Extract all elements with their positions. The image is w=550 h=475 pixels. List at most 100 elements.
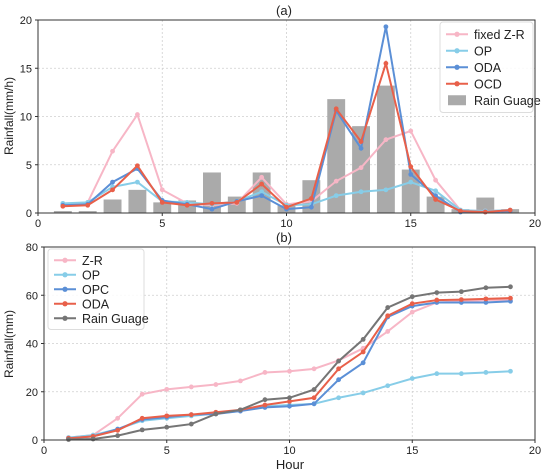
legend-label-op: OP [82, 268, 100, 282]
series-point-op [385, 383, 391, 389]
series-point-ocd [259, 181, 265, 187]
series-point-rain-guage [311, 387, 317, 392]
y-tick-label: 60 [26, 290, 38, 302]
legend-label-rain-guage: Rain Guage [474, 94, 541, 108]
series-point-oda [434, 297, 440, 303]
series-point-fixed-z-r [135, 112, 140, 117]
series-point-z-r [238, 378, 243, 384]
legend-label-ocd: OCD [474, 77, 502, 91]
legend-label-opc: OPC [82, 283, 109, 297]
rain-gauge-bar [53, 211, 72, 213]
series-point-fixed-z-r [259, 174, 265, 180]
panel-a-label: (a) [276, 3, 292, 18]
series-point-oda [209, 206, 215, 212]
series-point-rain-guage [458, 289, 464, 295]
legend-marker-ocd [454, 81, 460, 87]
series-point-oda [110, 179, 115, 185]
series-point-fixed-z-r [333, 178, 339, 184]
series-point-oda [358, 145, 364, 151]
series-point-op [358, 189, 364, 195]
legend-marker-opc [62, 286, 68, 292]
series-point-ocd [408, 164, 414, 170]
panel-b-series [66, 284, 513, 442]
series-point-fixed-z-r [383, 137, 389, 143]
series-point-oda [336, 366, 341, 372]
legend-marker-rain-guage [62, 315, 68, 321]
legend-box [47, 248, 145, 330]
legend-marker-oda [454, 64, 460, 70]
legend-marker-oda [62, 301, 68, 307]
series-point-oda [383, 24, 389, 30]
series-point-ocd [159, 199, 165, 205]
series-point-oda [311, 395, 317, 401]
series-point-z-r [287, 368, 292, 374]
panel-a: (a) 0 5 10 15 20 0 5 10 15 20 Rainfall(mm/h) fixe… [2, 3, 541, 230]
rain-gauge-bar [401, 169, 420, 213]
series-point-ocd [209, 200, 215, 206]
series-point-rain-guage [336, 358, 341, 364]
legend-label-oda: ODA [82, 297, 110, 311]
y-tick-label: 10 [20, 112, 32, 124]
series-point-op [259, 189, 265, 195]
series-point-rain-guage [434, 290, 440, 295]
series-point-op [135, 179, 140, 185]
legend-marker-op [62, 272, 68, 278]
y-tick-label: 80 [26, 242, 38, 254]
rain-gauge-bar [376, 85, 395, 213]
panel-a-series [60, 24, 513, 215]
series-point-rain-guage [164, 424, 170, 430]
y-tick-label: 20 [20, 15, 32, 27]
series-point-ocd [383, 61, 389, 66]
series-point-op [508, 368, 513, 374]
panel-b-label: (b) [276, 230, 292, 245]
series-point-oda [287, 399, 292, 404]
series-point-fixed-z-r [159, 187, 165, 193]
series-point-opc [336, 377, 341, 383]
legend-label-oda: ODA [474, 61, 502, 75]
series-point-ocd [507, 207, 513, 213]
series-point-fixed-z-r [110, 148, 115, 154]
series-point-op [409, 376, 415, 381]
series-point-ocd [85, 202, 91, 208]
series-point-rain-guage [262, 397, 268, 403]
series-point-rain-guage [213, 411, 219, 417]
series-point-rain-guage [115, 433, 121, 439]
series-point-rain-guage [238, 407, 243, 413]
y-tick-label: 15 [20, 63, 32, 75]
x-tick-label: 15 [405, 218, 417, 230]
series-point-op [333, 193, 339, 199]
series-point-op [483, 370, 489, 375]
series-point-oda [385, 313, 391, 319]
series-point-op [433, 188, 438, 194]
series-point-oda [508, 295, 513, 301]
series-point-rain-guage [409, 294, 415, 300]
series-point-op [336, 395, 341, 401]
series-point-ocd [234, 199, 240, 205]
legend-label-fixed-z-r: fixed Z-R [474, 28, 525, 42]
legend-swatch-rain-guage [448, 95, 466, 106]
series-point-oda [483, 296, 489, 302]
series-point-op [408, 179, 414, 185]
rain-gauge-bar [128, 189, 147, 213]
series-point-ocd [358, 139, 364, 144]
series-point-op [360, 390, 366, 396]
series-point-opc [311, 401, 317, 407]
legend-label-rain-guage: Rain Guage [82, 312, 149, 326]
series-point-rain-guage [188, 421, 194, 427]
y-tick-label: 20 [26, 387, 38, 399]
series-point-op [458, 371, 464, 377]
panel-a-legend: fixed Z-R OP ODA OCD Rain Guage [439, 21, 541, 113]
panel-b-xlabel: Hour [276, 457, 305, 472]
series-point-rain-guage [90, 436, 96, 442]
series-point-rain-guage [483, 285, 489, 291]
series-point-op [383, 187, 389, 193]
rain-gauge-bar [153, 202, 172, 213]
series-point-fixed-z-r [433, 177, 438, 183]
series-point-oda [458, 297, 464, 302]
y-tick-label: 40 [26, 339, 38, 351]
legend-marker-op [454, 48, 460, 54]
series-point-opc [287, 403, 292, 409]
x-tick-label: 5 [159, 218, 165, 230]
